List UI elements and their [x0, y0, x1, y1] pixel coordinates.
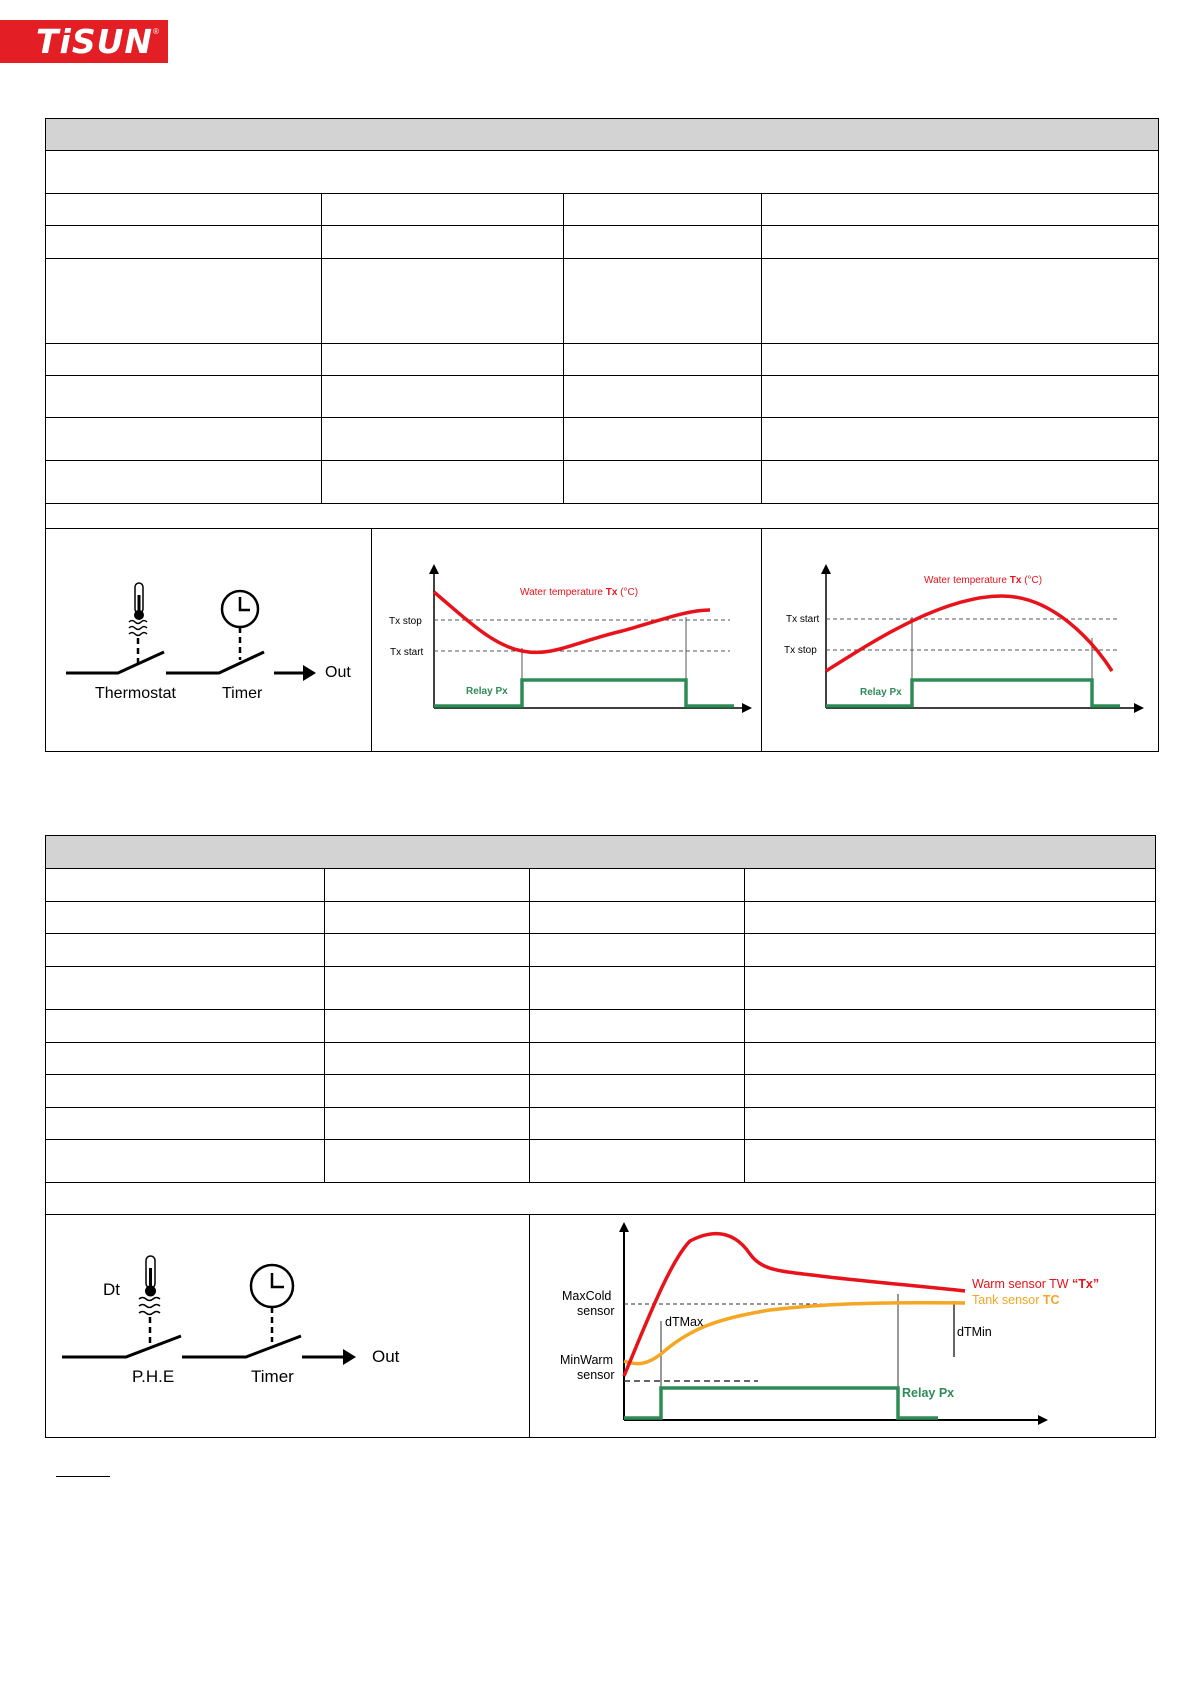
table-row	[45, 1107, 1157, 1140]
svg-text:MaxCold: MaxCold	[562, 1289, 611, 1303]
relay-label: Relay Px	[466, 686, 508, 697]
table-row	[45, 1139, 1157, 1183]
clock-icon	[249, 1263, 295, 1308]
table-row	[45, 933, 1157, 967]
brand-logo: TiSUN ®	[0, 20, 168, 63]
brand-name: TiSUN	[36, 22, 154, 61]
svg-text:sensor: sensor	[577, 1368, 615, 1382]
table-row	[45, 868, 1157, 902]
footnote-rule	[56, 1476, 110, 1477]
label-timer: Timer	[251, 1367, 294, 1386]
label-phe: P.H.E	[132, 1367, 174, 1386]
arrow-right-icon	[274, 664, 316, 681]
clock-icon	[220, 589, 260, 628]
table-row	[45, 343, 1159, 376]
tx-stop-label: Tx stop	[389, 616, 422, 627]
table-row	[45, 225, 1159, 259]
table-header-row	[45, 118, 1159, 151]
table-row	[45, 1042, 1157, 1075]
svg-text:sensor: sensor	[577, 1304, 615, 1318]
table-row	[45, 460, 1159, 504]
label-out: Out	[372, 1347, 400, 1366]
svg-text:Tank sensor TC: Tank sensor TC	[972, 1293, 1060, 1307]
tx-stop-label: Tx stop	[784, 645, 817, 656]
tx-start-label: Tx start	[786, 614, 820, 625]
table-row	[45, 1074, 1157, 1108]
arrow-right-icon	[302, 1348, 356, 1365]
thermometer-icon	[138, 1254, 161, 1315]
table-row	[45, 375, 1159, 418]
svg-text:Water temperature Tx (°C): Water temperature Tx (°C)	[924, 575, 1042, 586]
dtmax-label: dTMax	[665, 1315, 704, 1329]
dt-chart: MaxCold sensor MinWarm sensor dTMax dTMi…	[560, 1221, 1099, 1425]
table-row	[45, 901, 1157, 934]
table-row	[45, 417, 1159, 461]
registered-mark: ®	[153, 27, 159, 36]
relay-label: Relay Px	[860, 687, 902, 698]
figure-row: Dt P.H.E	[45, 1214, 1157, 1438]
heating-chart: Water temperature Tx (°C) Tx stop Tx sta…	[389, 563, 753, 713]
table-row	[45, 193, 1159, 226]
description-row	[45, 150, 1159, 194]
label-timer: Timer	[222, 685, 263, 702]
table-header-row	[44, 835, 1157, 869]
svg-text:MinWarm: MinWarm	[560, 1353, 613, 1367]
figure-caption-row	[45, 503, 1159, 529]
svg-text:Water temperature Tx (°C): Water temperature Tx (°C)	[520, 587, 638, 598]
table-row	[45, 1009, 1157, 1043]
dt-schematic: Dt P.H.E	[62, 1254, 400, 1386]
thermometer-icon	[128, 581, 148, 636]
tx-start-label: Tx start	[390, 647, 424, 658]
table-row	[45, 966, 1157, 1010]
thermostat-schematic: Thermostat Timer Out	[66, 581, 351, 702]
figure-caption-row	[44, 1182, 1157, 1215]
label-thermostat: Thermostat	[95, 685, 176, 702]
table-row	[45, 258, 1159, 344]
figure-row: Thermostat Timer Out Water temperature T…	[44, 528, 1159, 752]
dtmin-label: dTMin	[957, 1325, 992, 1339]
label-dt: Dt	[103, 1280, 120, 1299]
table-dt: Dt P.H.E	[44, 835, 1157, 1438]
relay-label: Relay Px	[902, 1386, 954, 1400]
table-thermostat: Thermostat Timer Out Water temperature T…	[44, 118, 1159, 752]
cooling-chart: Water temperature Tx (°C) Tx start Tx st…	[784, 563, 1145, 713]
label-out: Out	[325, 664, 351, 681]
svg-text:Warm sensor TW “Tx”: Warm sensor TW “Tx”	[972, 1277, 1099, 1291]
